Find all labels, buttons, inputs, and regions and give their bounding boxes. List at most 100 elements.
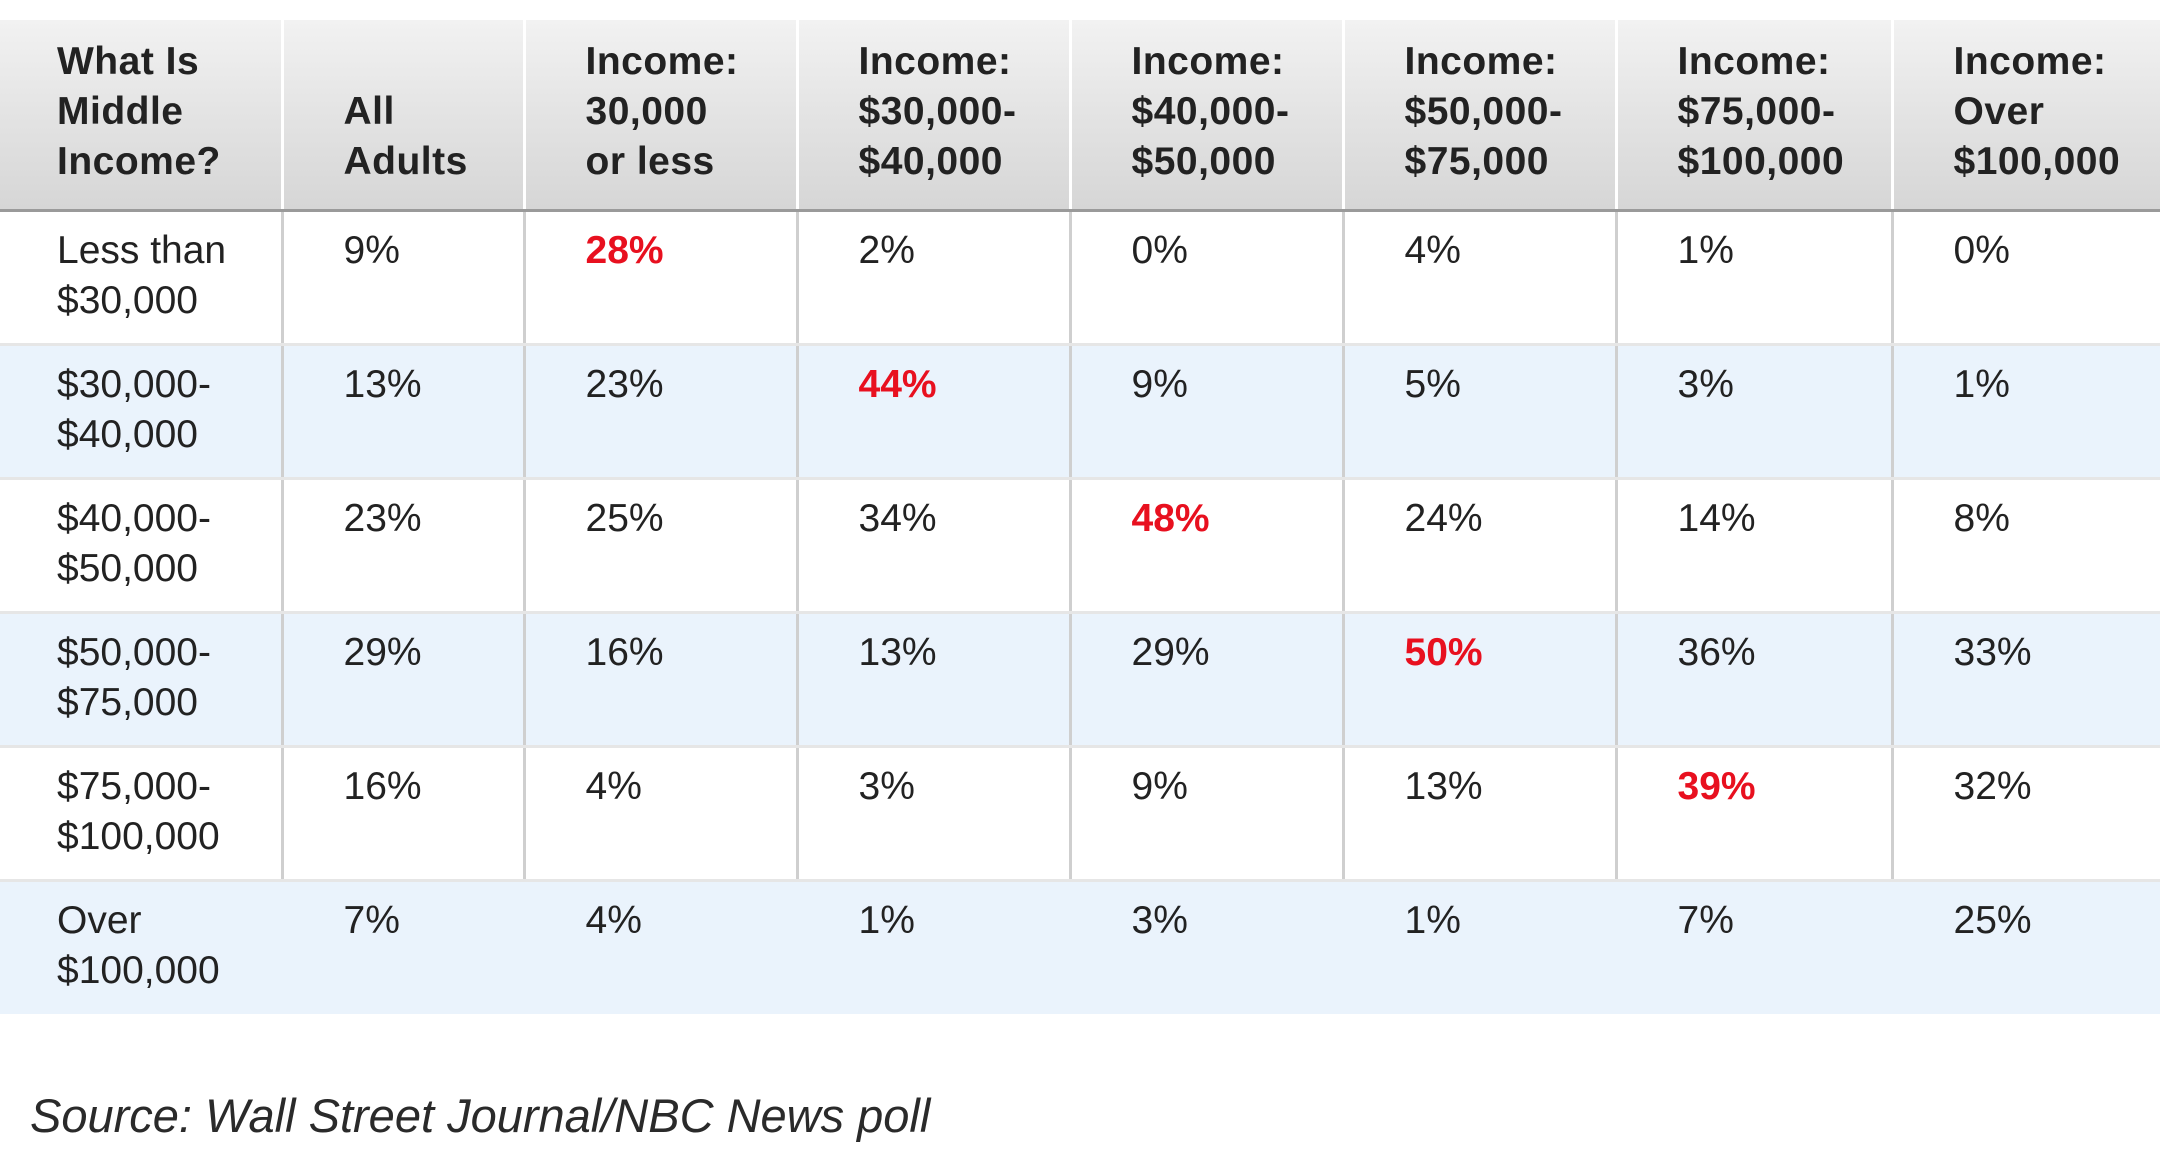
column-header: Income: $30,000- $40,000: [795, 20, 1070, 212]
column-header-line: $50,000-: [1404, 89, 1563, 133]
highlighted-value-cell: 50%: [1341, 612, 1616, 748]
column-header: Income: 30,000 or less: [522, 20, 797, 212]
value-cell: 13%: [795, 612, 1070, 748]
column-header-line: $50,000: [1131, 139, 1276, 183]
source-note: Source: Wall Street Journal/NBC News pol…: [30, 1089, 931, 1142]
row-label-line: $30,000: [57, 278, 198, 322]
value-cell: 1%: [1890, 344, 2160, 480]
table-row: $50,000- $75,000 29% 16% 13% 29% 50% 36% 33%: [0, 612, 2160, 748]
value-cell: 13%: [1341, 746, 1616, 882]
value-cell: 0%: [1068, 210, 1343, 346]
row-label-line: $100,000: [57, 814, 220, 858]
value-cell: 29%: [1068, 612, 1343, 748]
value-cell: 1%: [797, 880, 1070, 1014]
value-cell: 25%: [522, 478, 797, 614]
row-label-line: $40,000-: [57, 496, 211, 540]
header-row: What Is Middle Income? All Adults Income: 30,0…: [0, 20, 2160, 212]
value-cell: 25%: [1892, 880, 2160, 1014]
column-header-line: Middle: [57, 89, 184, 133]
column-header-line: $40,000-: [1131, 89, 1290, 133]
column-header-line: Income:: [585, 39, 739, 83]
value-cell: 7%: [282, 880, 524, 1014]
value-cell: 1%: [1614, 210, 1892, 346]
value-cell: 2%: [795, 210, 1070, 346]
header-row-label-column: What Is Middle Income?: [0, 20, 282, 212]
value-cell: 29%: [280, 612, 524, 748]
column-header-line: 30,000: [585, 89, 708, 133]
column-header-line: Income:: [1131, 39, 1285, 83]
column-header-line: $75,000: [1404, 139, 1549, 183]
value-cell: 9%: [280, 210, 524, 346]
value-cell: 7%: [1616, 880, 1892, 1014]
value-cell: 36%: [1614, 612, 1892, 748]
highlighted-value-cell: 39%: [1614, 746, 1892, 882]
value-cell: 3%: [795, 746, 1070, 882]
column-header-line: $75,000-: [1677, 89, 1836, 133]
highlighted-value-cell: 44%: [795, 344, 1070, 480]
table-row: Over $100,000 7% 4% 1% 3% 1% 7% 25%: [0, 880, 2160, 1014]
value-cell: 5%: [1341, 344, 1616, 480]
value-cell: 3%: [1070, 880, 1343, 1014]
row-label-line: $50,000-: [57, 630, 211, 674]
row-label: $30,000- $40,000: [0, 344, 282, 480]
value-cell: 16%: [522, 612, 797, 748]
value-cell: 9%: [1068, 746, 1343, 882]
row-label-line: $50,000: [57, 546, 198, 590]
row-label: Less than $30,000: [0, 210, 282, 346]
column-header-line: $40,000: [858, 139, 1003, 183]
value-cell: 4%: [522, 746, 797, 882]
value-cell: 16%: [280, 746, 524, 882]
table-row: $30,000- $40,000 13% 23% 44% 9% 5% 3% 1%: [0, 344, 2160, 480]
column-header: Income: $40,000- $50,000: [1068, 20, 1343, 212]
column-header-line: All: [343, 89, 395, 133]
row-label-line: $75,000: [57, 680, 198, 724]
value-cell: 13%: [280, 344, 524, 480]
value-cell: 23%: [280, 478, 524, 614]
table-header: What Is Middle Income? All Adults Income: 30,0…: [0, 20, 2160, 212]
column-header-line: What Is: [57, 39, 200, 83]
row-label-line: $40,000: [57, 412, 198, 456]
column-header-line: $100,000: [1953, 139, 2121, 183]
column-header: All Adults: [280, 20, 524, 212]
value-cell: 23%: [522, 344, 797, 480]
row-label-line: $30,000-: [57, 362, 211, 406]
column-header-line: Income:: [1404, 39, 1558, 83]
column-header-line: Adults: [343, 139, 468, 183]
row-label-line: $100,000: [57, 948, 220, 992]
column-header-line: $100,000: [1677, 139, 1845, 183]
table-body: Less than $30,000 9% 28% 2% 0% 4% 1% 0% $30,000- $…: [0, 210, 2160, 1014]
column-header: Income: Over $100,000: [1890, 20, 2160, 212]
value-cell: 32%: [1890, 746, 2160, 882]
column-header: Income: $75,000- $100,000: [1614, 20, 1892, 212]
column-header-line: Income:: [1677, 39, 1831, 83]
value-cell: 1%: [1343, 880, 1616, 1014]
table-row: $75,000- $100,000 16% 4% 3% 9% 13% 39% 32%: [0, 746, 2160, 882]
highlighted-value-cell: 48%: [1068, 478, 1343, 614]
value-cell: 24%: [1341, 478, 1616, 614]
column-header-line: Income?: [57, 139, 221, 183]
row-label: $50,000- $75,000: [0, 612, 282, 748]
row-label-line: Over: [57, 898, 142, 942]
column-header-line: Income:: [858, 39, 1012, 83]
row-label-line: $75,000-: [57, 764, 211, 808]
row-label: $40,000- $50,000: [0, 478, 282, 614]
value-cell: 34%: [795, 478, 1070, 614]
value-cell: 33%: [1890, 612, 2160, 748]
column-header-line: Income:: [1953, 39, 2107, 83]
row-label: Over $100,000: [0, 880, 282, 1014]
value-cell: 3%: [1614, 344, 1892, 480]
table-row: Less than $30,000 9% 28% 2% 0% 4% 1% 0%: [0, 210, 2160, 346]
value-cell: 4%: [1341, 210, 1616, 346]
row-label-line: Less than: [57, 228, 227, 272]
row-label: $75,000- $100,000: [0, 746, 282, 882]
column-header-line: or less: [585, 139, 715, 183]
highlighted-value-cell: 28%: [522, 210, 797, 346]
value-cell: 0%: [1890, 210, 2160, 346]
value-cell: 14%: [1614, 478, 1892, 614]
value-cell: 8%: [1890, 478, 2160, 614]
value-cell: 9%: [1068, 344, 1343, 480]
table-row: $40,000- $50,000 23% 25% 34% 48% 24% 14% 8%: [0, 478, 2160, 614]
middle-income-poll-table: What Is Middle Income? All Adults Income: 30,0…: [0, 20, 2160, 1014]
column-header-line: Over: [1953, 89, 2045, 133]
column-header-line: $30,000-: [858, 89, 1017, 133]
